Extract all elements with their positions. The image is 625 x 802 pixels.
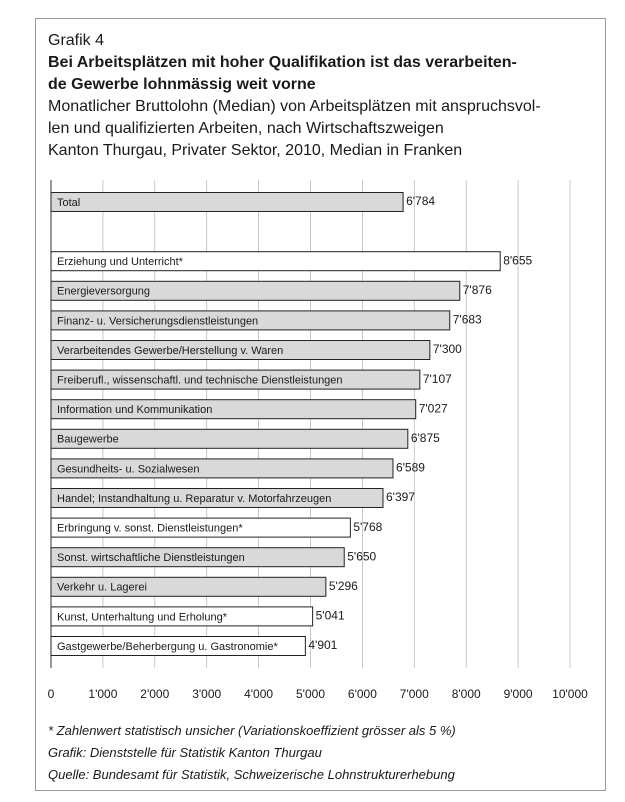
bar bbox=[50, 488, 384, 508]
value-label: 7'876 bbox=[463, 283, 492, 297]
x-tick-label: 2'000 bbox=[140, 687, 169, 701]
x-tick-label: 1'000 bbox=[88, 687, 117, 701]
bar bbox=[50, 340, 431, 360]
category-label: Information und Kommunikation bbox=[57, 404, 212, 416]
x-tick-label: 0 bbox=[48, 687, 55, 701]
chart-label: Grafik 4 bbox=[48, 32, 104, 49]
value-label: 6'875 bbox=[411, 431, 440, 445]
bar bbox=[50, 280, 461, 301]
x-tick-label: 6'000 bbox=[348, 687, 377, 701]
value-label: 5'296 bbox=[329, 579, 358, 593]
bar bbox=[50, 547, 345, 568]
value-label: 7'683 bbox=[453, 313, 482, 327]
category-label: Energieversorgung bbox=[57, 286, 150, 298]
x-tick-label: 3'000 bbox=[192, 687, 221, 701]
category-label: Handel; Instandhaltung u. Reparatur v. M… bbox=[57, 493, 331, 505]
bar bbox=[50, 192, 404, 212]
value-label: 5'041 bbox=[316, 609, 345, 623]
bar bbox=[50, 251, 501, 272]
bar bbox=[50, 576, 327, 597]
bar bbox=[50, 636, 306, 656]
value-label: 6'397 bbox=[386, 490, 415, 504]
value-label: 8'655 bbox=[503, 253, 532, 267]
category-label: Freiberufl., wissenschaftl. und technisc… bbox=[57, 375, 343, 387]
bar bbox=[50, 517, 351, 538]
title-line: Bei Arbeitsplätzen mit hoher Qualifikati… bbox=[48, 54, 517, 71]
frame bbox=[35, 18, 606, 791]
x-tick-label: 8'000 bbox=[452, 687, 481, 701]
bar bbox=[50, 310, 451, 331]
bar bbox=[50, 369, 421, 390]
category-label: Verkehr u. Lagerei bbox=[57, 582, 147, 594]
category-label: Sonst. wirtschaftliche Dienstleistungen bbox=[57, 552, 245, 564]
x-tick-label: 5'000 bbox=[296, 687, 325, 701]
subtitle-line: len und qualifizierten Arbeiten, nach Wi… bbox=[48, 120, 444, 137]
footnote: Quelle: Bundesamt für Statistik, Schweiz… bbox=[48, 767, 456, 782]
category-label: Finanz- u. Versicherungsdienstleistungen bbox=[57, 315, 258, 327]
subtitle-line: Monatlicher Bruttolohn (Median) von Arbe… bbox=[48, 98, 541, 115]
bar bbox=[50, 399, 417, 420]
x-tick-label: 9'000 bbox=[504, 687, 533, 701]
footnote: * Zahlenwert statistisch unsicher (Varia… bbox=[48, 723, 456, 738]
bar bbox=[50, 458, 394, 479]
bar bbox=[50, 606, 314, 627]
category-label: Erbringung v. sonst. Dienstleistungen* bbox=[57, 523, 243, 535]
value-label: 7'027 bbox=[419, 401, 448, 415]
x-tick-label: 4'000 bbox=[244, 687, 273, 701]
value-label: 7'300 bbox=[433, 342, 462, 356]
x-tick-label: 7'000 bbox=[400, 687, 429, 701]
value-label: 5'768 bbox=[353, 520, 382, 534]
category-label: Baugewerbe bbox=[57, 434, 119, 446]
category-label: Verarbeitendes Gewerbe/Herstellung v. Wa… bbox=[57, 345, 283, 357]
category-label: Kunst, Unterhaltung und Erholung* bbox=[57, 611, 228, 623]
category-label: Gesundheits- u. Sozialwesen bbox=[57, 463, 199, 475]
category-label: Gastgewerbe/Beherbergung u. Gastronomie* bbox=[57, 641, 278, 653]
bar bbox=[50, 428, 409, 449]
value-label: 5'650 bbox=[347, 549, 376, 563]
subtitle-line: Kanton Thurgau, Privater Sektor, 2010, M… bbox=[48, 142, 462, 159]
footnote: Grafik: Dienststelle für Statistik Kanto… bbox=[48, 745, 322, 760]
value-label: 6'784 bbox=[406, 194, 435, 208]
value-label: 7'107 bbox=[423, 372, 452, 386]
title-line: de Gewerbe lohnmässig weit vorne bbox=[48, 76, 316, 93]
value-label: 4'901 bbox=[308, 638, 337, 652]
value-label: 6'589 bbox=[396, 461, 425, 475]
category-label: Total bbox=[57, 197, 80, 209]
x-tick-label: 10'000 bbox=[552, 687, 588, 701]
category-label: Erziehung und Unterricht* bbox=[57, 256, 184, 268]
